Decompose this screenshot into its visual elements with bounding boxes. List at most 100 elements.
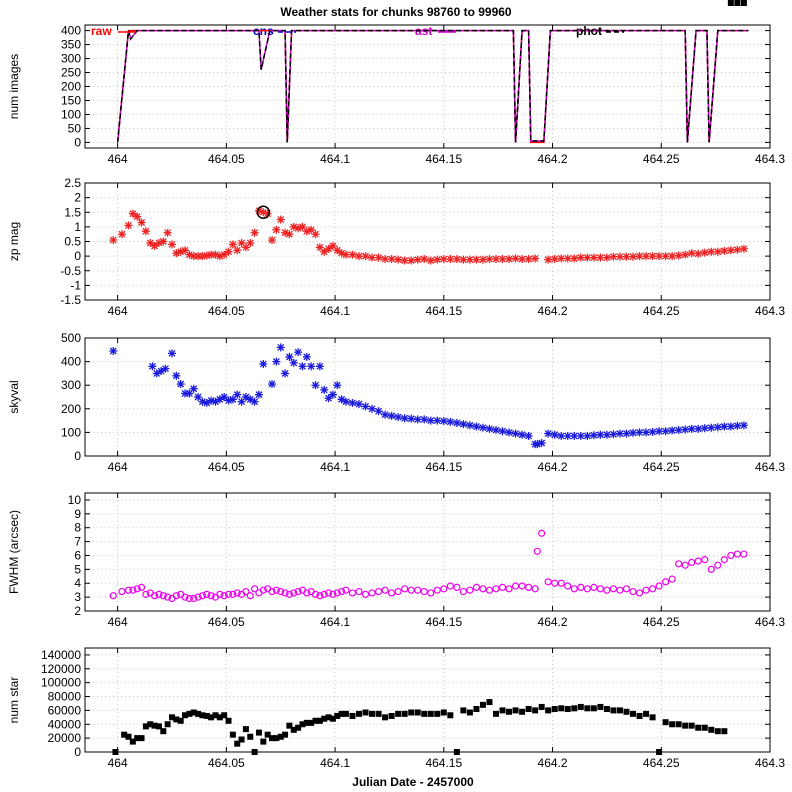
data-point-square <box>112 749 119 755</box>
y-axis-label: num star <box>7 677 21 724</box>
data-point-square <box>460 707 467 714</box>
data-point-star <box>137 218 146 227</box>
data-point-square <box>229 731 236 738</box>
data-point-square <box>182 712 189 719</box>
data-point-star <box>524 431 533 440</box>
data-point-square <box>190 709 197 716</box>
data-point-square <box>295 724 302 731</box>
data-point-star <box>518 430 527 439</box>
data-point-circle <box>570 585 578 593</box>
data-point-star <box>276 215 285 224</box>
data-point-star <box>285 352 294 361</box>
x-axis-label: Julian Date - 2457000 <box>352 775 474 789</box>
data-point-star <box>524 255 533 264</box>
data-point-square <box>234 740 241 747</box>
data-point-circle <box>155 590 163 598</box>
data-point-square <box>734 0 741 6</box>
data-point-square <box>356 710 362 717</box>
data-point-star <box>109 236 118 245</box>
x-tick-label: 464.05 <box>208 460 245 474</box>
data-point-star <box>167 349 176 358</box>
y-axis-label: num images <box>7 54 21 119</box>
data-point-star <box>661 427 670 436</box>
highlight-circle <box>256 205 271 219</box>
y-tick-label: 2 <box>74 604 81 618</box>
y-tick-label: 1 <box>74 220 81 234</box>
data-point-circle <box>338 587 346 596</box>
data-point-circle <box>662 578 670 586</box>
data-point-square <box>247 733 254 740</box>
y-tick-label: 400 <box>61 24 81 38</box>
data-point-star <box>609 430 618 439</box>
data-point-square <box>740 0 747 6</box>
data-point-star <box>333 246 342 255</box>
data-point-circle <box>207 592 215 600</box>
data-point-square <box>238 736 245 743</box>
data-point-square <box>414 709 421 716</box>
data-point-circle <box>285 590 294 598</box>
data-point-square <box>142 723 149 730</box>
data-point-square <box>225 717 232 724</box>
data-point-circle <box>720 556 728 564</box>
chart-title: Weather stats for chunks 98760 to 99960 <box>280 5 512 19</box>
data-point-star <box>544 429 553 438</box>
data-point-star <box>324 244 333 253</box>
plot-frame <box>84 182 771 301</box>
data-point-square <box>662 719 669 726</box>
data-point-star <box>413 255 422 264</box>
data-point-circle <box>420 587 428 596</box>
data-point-circle <box>701 556 709 564</box>
data-point-circle <box>233 589 241 597</box>
data-point-circle <box>290 589 298 597</box>
data-point-star <box>307 362 316 371</box>
x-tick-label: 464.05 <box>208 615 245 629</box>
data-point-circle <box>124 586 133 594</box>
data-point-square <box>155 723 162 730</box>
data-point-square <box>349 712 356 719</box>
data-point-star <box>124 221 133 230</box>
data-point-circle <box>142 590 150 598</box>
data-point-circle <box>194 593 202 601</box>
data-point-star <box>426 256 435 265</box>
data-point-square <box>427 710 434 717</box>
data-point-square <box>242 726 249 733</box>
y-tick-label: -1 <box>70 278 81 292</box>
plot-frame <box>84 337 771 457</box>
data-point-star <box>272 357 281 366</box>
panel-sky: 464 464.05 464.1 464.15 464.2 464.25 464.3 0 100… <box>7 331 785 474</box>
data-point-star <box>570 254 579 263</box>
data-point-star <box>485 424 494 433</box>
data-point-square <box>168 714 175 721</box>
data-point-circle <box>229 590 237 598</box>
data-point-circle <box>642 586 650 594</box>
data-point-star <box>163 228 172 237</box>
data-point-square <box>316 717 323 724</box>
data-point-square <box>727 0 734 6</box>
data-point-star <box>583 253 592 262</box>
data-point-square <box>203 712 210 719</box>
data-point-square <box>519 708 526 715</box>
y-tick-label: 0 <box>74 745 81 759</box>
x-tick-label: 464.15 <box>425 756 462 770</box>
y-tick-label: 250 <box>61 66 81 80</box>
data-point-square <box>121 731 128 738</box>
data-point-star <box>694 249 703 258</box>
data-point-circle <box>220 592 228 600</box>
data-point-square <box>721 728 728 735</box>
y-tick-label: 4 <box>74 576 81 590</box>
data-point-star <box>259 359 268 368</box>
data-point-star <box>302 352 311 361</box>
data-point-square <box>421 710 428 717</box>
data-point-star <box>250 397 259 406</box>
data-point-square <box>164 721 171 728</box>
x-tick-label: 464.1 <box>320 756 350 770</box>
data-point-circle <box>342 586 350 594</box>
data-point-circle <box>355 587 363 596</box>
data-point-star <box>674 251 683 260</box>
x-tick-label: 464.1 <box>320 152 350 166</box>
data-point-square <box>440 709 447 716</box>
data-point-square <box>290 726 297 733</box>
data-point-star <box>518 255 527 264</box>
data-point-circle <box>648 585 657 593</box>
